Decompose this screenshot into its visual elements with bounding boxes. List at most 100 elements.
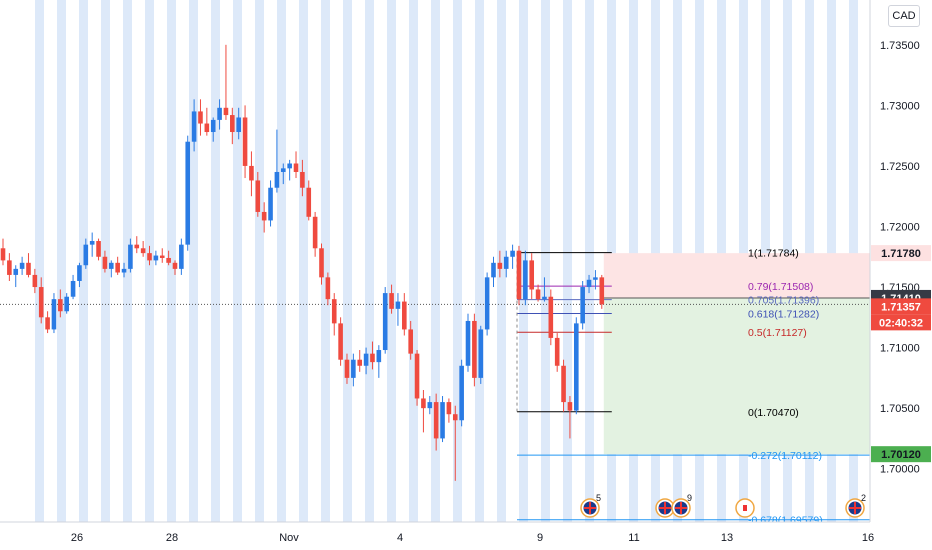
price-tick-label: 1.70500 <box>880 403 920 415</box>
candle-body <box>433 402 439 439</box>
candle-body <box>478 329 484 378</box>
candle-body <box>484 277 490 330</box>
candle-body <box>491 262 496 278</box>
candle-body <box>402 301 407 330</box>
candle-body <box>306 187 312 217</box>
candle-body <box>147 253 152 261</box>
session-band <box>365 0 374 522</box>
stop-loss-zone[interactable] <box>603 253 870 298</box>
fib-level-label: 0.618(1.71282) <box>748 308 819 320</box>
session-band <box>277 0 286 522</box>
candle-body <box>472 320 477 378</box>
candle-body <box>370 353 375 363</box>
position-zones[interactable] <box>0 253 870 455</box>
candle-body <box>580 287 585 324</box>
candle-body <box>325 277 331 300</box>
candle-body <box>223 107 229 116</box>
candle-body <box>26 262 31 275</box>
candle-body <box>249 165 254 181</box>
price-tag <box>871 298 931 315</box>
candle-body <box>363 353 369 366</box>
candle-body <box>13 268 19 275</box>
candle-body <box>535 289 541 300</box>
fib-level-label: 0.5(1.71127) <box>748 327 807 339</box>
candle-body <box>89 241 95 245</box>
candle-body <box>331 299 337 324</box>
time-tick-label: Nov <box>279 532 299 544</box>
candle-body <box>599 277 605 305</box>
session-band <box>255 0 264 522</box>
currency-selector[interactable]: CAD <box>888 5 920 27</box>
time-tick-label: 16 <box>862 532 874 544</box>
candle-body <box>242 117 248 166</box>
price-tag-label: 1.71780 <box>881 248 921 260</box>
fib-level-label: -0.272(1.70112) <box>748 450 822 462</box>
fib-level-label: 0(1.70470) <box>748 407 799 419</box>
session-band <box>387 0 396 522</box>
candle-body <box>376 350 382 363</box>
session-band <box>189 0 198 522</box>
candle-body <box>70 280 76 297</box>
time-tick-label: 26 <box>71 532 83 544</box>
price-tag-label: 1.71357 <box>881 301 921 313</box>
candle-body <box>497 262 503 269</box>
time-tick-label: 28 <box>166 532 178 544</box>
candle-body <box>236 117 241 133</box>
price-tag-label: 1.70120 <box>881 449 921 461</box>
candle-body <box>510 250 515 257</box>
candle-body <box>0 248 6 261</box>
candle-body <box>159 255 165 258</box>
session-band <box>409 0 418 522</box>
candle-body <box>45 317 50 330</box>
candle-body <box>179 244 184 269</box>
session-band <box>79 0 88 522</box>
candle-body <box>567 402 573 411</box>
price-tag <box>871 314 931 331</box>
candle-body <box>427 402 433 409</box>
candle-body <box>421 398 426 409</box>
candle-body <box>77 265 82 281</box>
candle-body <box>32 274 38 288</box>
candle-body <box>452 414 458 421</box>
candle-body <box>529 260 535 290</box>
candle-body <box>19 262 25 269</box>
candle-series <box>0 44 605 481</box>
take-profit-zone[interactable] <box>603 297 870 455</box>
event-count: 5 <box>596 493 601 503</box>
fib-level-label: 0.79(1.71508) <box>748 281 813 293</box>
candle-body <box>503 256 509 269</box>
time-tick-label: 4 <box>397 532 403 544</box>
session-band <box>211 0 220 522</box>
fib-level-label: 1(1.71784) <box>748 248 799 260</box>
candle-body <box>58 299 63 312</box>
time-axis-panel <box>0 522 932 550</box>
candle-body <box>465 320 471 366</box>
candle-body <box>344 359 350 378</box>
economic-events[interactable]: 5 9 2 <box>580 493 866 518</box>
candle-body <box>446 402 452 415</box>
price-tag <box>871 446 931 463</box>
candle-body <box>185 141 191 245</box>
candle-body <box>51 299 57 330</box>
candle-body <box>255 180 261 212</box>
candle-body <box>128 244 133 269</box>
candle-body <box>38 287 44 318</box>
candle-body <box>7 260 12 275</box>
candle-body <box>96 241 101 257</box>
candle-body <box>408 329 413 354</box>
candle-body <box>382 293 388 351</box>
candle-body <box>121 268 127 273</box>
candle-body <box>357 359 363 366</box>
candle-body <box>191 111 197 142</box>
fib-level-label: 0.705(1.71396) <box>748 295 819 307</box>
candle-body <box>134 244 140 249</box>
price-tick-label: 1.70000 <box>880 464 920 476</box>
candle-body <box>312 216 318 249</box>
price-tick-label: 1.73000 <box>880 100 920 112</box>
candle-body <box>115 262 120 273</box>
canada-maple-leaf <box>743 505 747 511</box>
candle-body <box>586 279 592 288</box>
candle-body <box>395 301 401 309</box>
